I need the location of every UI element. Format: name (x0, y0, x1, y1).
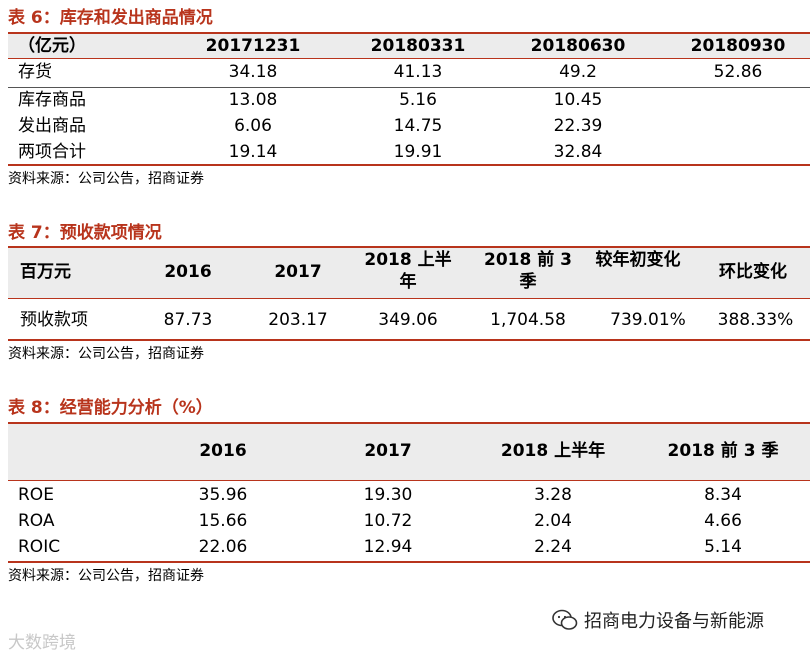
table8-row0-c4: 8.34 (704, 485, 742, 505)
watermark-wechat-account: 招商电力设备与新能源 (584, 611, 764, 632)
table7-row0-c1: 87.73 (163, 310, 213, 330)
table6-title: 表 6：库存和发出商品情况 (8, 8, 213, 28)
table6-header-bg (8, 34, 810, 58)
table6-row1-c1: 13.08 (228, 90, 278, 110)
table8-row0-c1: 35.96 (198, 485, 248, 505)
table6: （亿元） 20171231 20180331 20180630 20180930… (8, 32, 810, 166)
table6-header-col2: 20180331 (370, 36, 466, 56)
table7-header-col5: 较年初变化 (595, 250, 681, 270)
wechat-icon (552, 609, 578, 630)
table7-header-col3: 2018 上半年 (364, 250, 452, 292)
table8-row0-c3: 3.28 (534, 485, 572, 505)
table6-row0-c2: 41.13 (393, 62, 443, 82)
table6-row0-label: 存货 (18, 62, 52, 82)
table8-row1-c4: 4.66 (704, 511, 742, 531)
table6-row2-c1: 6.06 (234, 116, 272, 136)
table6-header-col1: 20171231 (205, 36, 301, 56)
table8-row2-c3: 2.24 (534, 537, 572, 557)
table8-row1-c1: 15.66 (198, 511, 248, 531)
table8-row1-c2: 10.72 (363, 511, 413, 531)
table6-row3-label: 两项合计 (18, 142, 86, 162)
table7-top-rule (8, 246, 810, 248)
table7-row0-label: 预收款项 (20, 310, 88, 330)
table6-row2-c3: 22.39 (553, 116, 603, 136)
table6-row0-c3: 49.2 (559, 62, 597, 82)
table7-header-col6: 环比变化 (719, 262, 787, 282)
table8-row2-label: ROIC (18, 537, 61, 557)
table6-row0-c4: 52.86 (713, 62, 763, 82)
table6-header-col3: 20180630 (530, 36, 626, 56)
table8-header-col1: 2016 (199, 441, 247, 461)
table6-row1-label: 库存商品 (18, 90, 86, 110)
table8-header-bg (8, 424, 810, 480)
table7-row0-c5: 739.01% (610, 310, 686, 330)
table8-header-col4: 2018 前 3 季 (667, 441, 779, 461)
table7-row0-c2: 203.17 (268, 310, 328, 330)
table6-row-rule (8, 87, 810, 88)
table8-source: 资料来源：公司公告，招商证券 (8, 568, 204, 584)
table8-bottom-rule (8, 561, 810, 563)
table8-row0-c2: 19.30 (363, 485, 413, 505)
table6-row3-c3: 32.84 (553, 142, 603, 162)
table6-row3-c2: 19.91 (393, 142, 443, 162)
table7-row0-c3: 349.06 (378, 310, 438, 330)
table8-row2-c1: 22.06 (198, 537, 248, 557)
table7-header-unit: 百万元 (20, 262, 71, 282)
table8-top-rule (8, 422, 810, 424)
table6-row2-label: 发出商品 (18, 116, 86, 136)
table7: 百万元 2016 2017 2018 上半年 2018 前 3 季 较年初变化 … (8, 246, 810, 342)
table8-header-col3: 2018 上半年 (500, 441, 606, 461)
table7-row0-c4: 1,704.58 (490, 310, 566, 330)
table7-header-col2: 2017 (274, 262, 322, 282)
table6-top-rule (8, 32, 810, 34)
table7-header-col1: 2016 (164, 262, 212, 282)
table6-row0-c1: 34.18 (228, 62, 278, 82)
table7-title: 表 7：预收款项情况 (8, 223, 162, 243)
table7-header-bg (8, 248, 810, 298)
table6-source: 资料来源：公司公告，招商证券 (8, 171, 204, 187)
watermark-left: 大数跨境 (8, 633, 76, 653)
table6-row2-c2: 14.75 (393, 116, 443, 136)
table6-header-col4: 20180930 (690, 36, 786, 56)
table7-source: 资料来源：公司公告，招商证券 (8, 346, 204, 362)
table7-header-col4: 2018 前 3 季 (484, 250, 572, 292)
table8-header-rule (8, 480, 810, 481)
table8-row2-c4: 5.14 (704, 537, 742, 557)
table8-row0-label: ROE (18, 485, 54, 505)
table8-row1-c3: 2.04 (534, 511, 572, 531)
table7-bottom-rule (8, 339, 810, 341)
table6-header-unit: （亿元） (18, 36, 86, 56)
table7-row0-c6: 388.33% (717, 310, 794, 330)
table6-row3-c1: 19.14 (228, 142, 278, 162)
table8-row1-label: ROA (18, 511, 55, 531)
table6-row1-c3: 10.45 (553, 90, 603, 110)
table6-header-rule (8, 58, 810, 59)
table6-row1-c2: 5.16 (399, 90, 437, 110)
table8-header-col2: 2017 (364, 441, 412, 461)
table6-bottom-rule (8, 164, 810, 166)
table8-row2-c2: 12.94 (363, 537, 413, 557)
table7-header-rule (8, 298, 810, 299)
table8: 2016 2017 2018 上半年 2018 前 3 季 ROE 35.96 … (8, 422, 810, 564)
table8-title: 表 8：经营能力分析（%） (8, 398, 213, 418)
